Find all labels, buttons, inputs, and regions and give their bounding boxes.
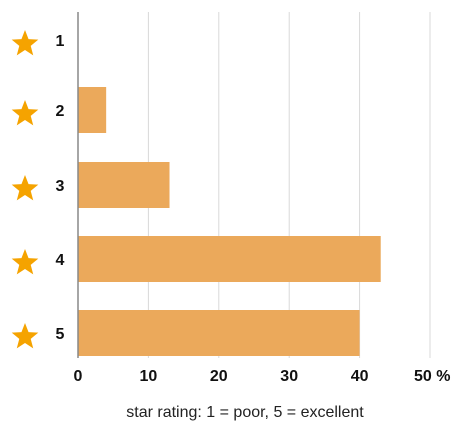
grid-lines (147, 12, 431, 358)
x-axis-label: star rating: 1 = poor, 5 = excellent (126, 404, 364, 421)
x-tick-label: 50 % (414, 368, 450, 385)
x-tick-label: 30 (280, 368, 298, 385)
star-icon (11, 100, 39, 126)
x-tick-label: 0 (74, 368, 83, 385)
bar (78, 87, 107, 133)
category-label: 4 (56, 252, 65, 269)
star-icon (11, 30, 39, 56)
category-label: 5 (56, 326, 65, 343)
bar (78, 162, 170, 208)
bars (78, 87, 381, 356)
star-icon (11, 249, 39, 275)
x-tick-label: 10 (140, 368, 158, 385)
x-tick-labels: 0 10 20 30 40 50 % (74, 368, 451, 385)
star-icon (11, 175, 39, 201)
category-label: 2 (56, 103, 65, 120)
bar (78, 236, 381, 282)
bar (78, 310, 360, 356)
x-tick-label: 20 (210, 368, 228, 385)
category-label: 3 (56, 178, 65, 195)
x-tick-label: 40 (351, 368, 369, 385)
star-icon (11, 323, 39, 349)
category-labels: 1 2 3 4 5 (11, 30, 65, 349)
category-label: 1 (56, 33, 65, 50)
